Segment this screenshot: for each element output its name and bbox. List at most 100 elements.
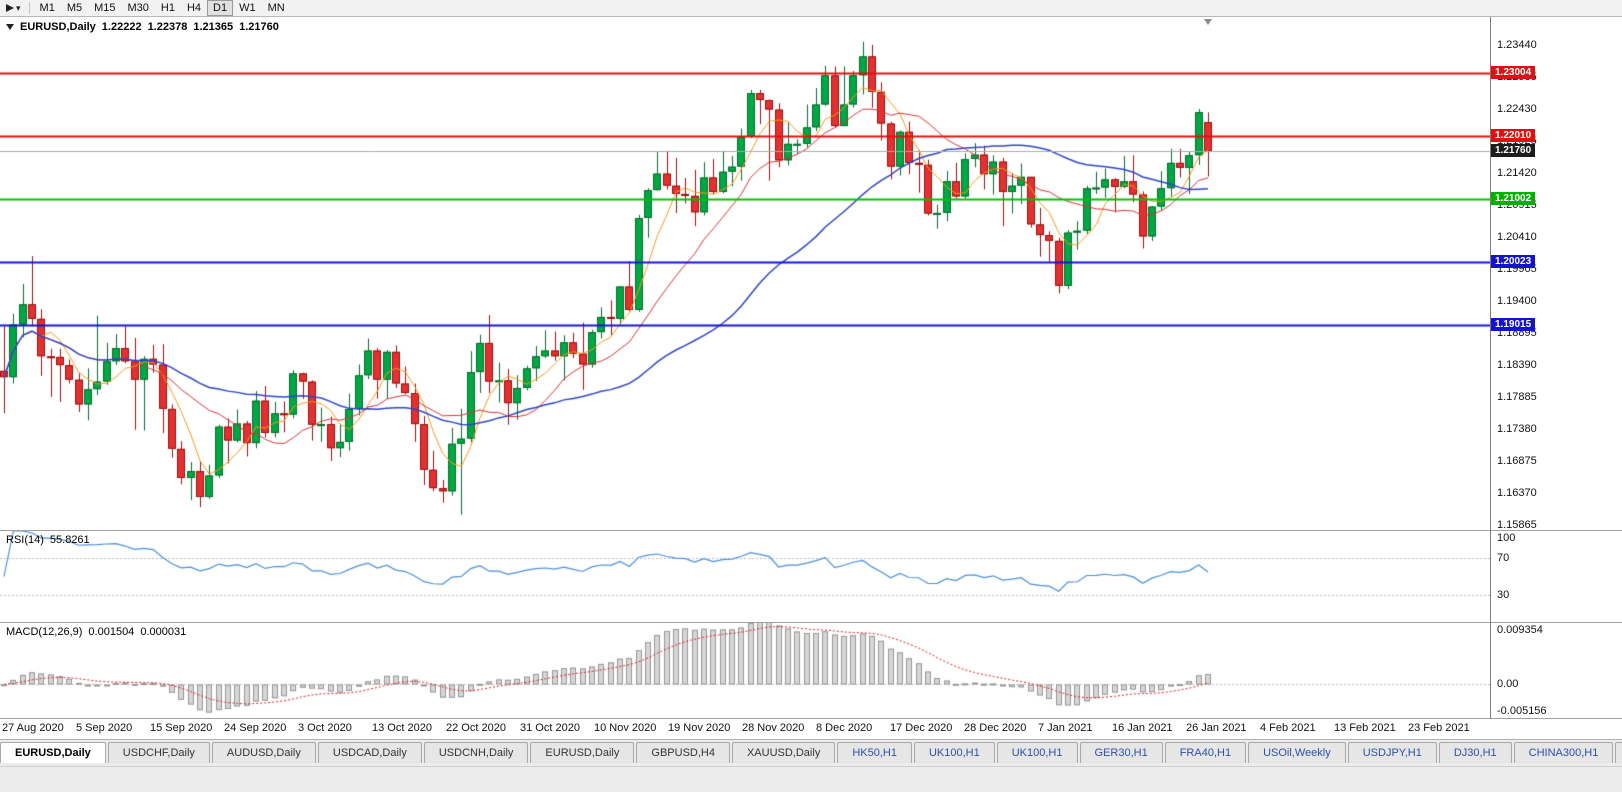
price-tag-support-line: 1.20023 xyxy=(1491,254,1536,268)
chart-tab-ger30-h1[interactable]: GER30,H1 xyxy=(1079,742,1163,763)
macd-axis-label: -0.005156 xyxy=(1497,705,1547,717)
chart-tab-usdjpy-h1[interactable]: USDJPY,H1 xyxy=(1347,742,1437,763)
chart-tab-eurusd-daily[interactable]: EURUSD,Daily xyxy=(0,742,106,763)
time-axis-label: 28 Dec 2020 xyxy=(964,722,1027,734)
time-axis-label: 24 Sep 2020 xyxy=(224,722,287,734)
time-axis-label: 31 Oct 2020 xyxy=(520,722,580,734)
time-axis-label: 8 Dec 2020 xyxy=(816,722,873,734)
time-axis-label: 22 Oct 2020 xyxy=(446,722,506,734)
chevron-down-icon[interactable]: ▾ xyxy=(16,2,21,13)
one-click-trading-arrow-icon[interactable] xyxy=(6,24,14,30)
macd-axis-label: 0.00 xyxy=(1497,678,1519,691)
timeframe-button-m30[interactable]: M30 xyxy=(127,2,149,14)
time-axis-label: 19 Nov 2020 xyxy=(668,722,731,734)
chart-tab-uk100-h1[interactable]: UK100,H1 xyxy=(996,742,1078,763)
time-axis-label: 10 Nov 2020 xyxy=(594,722,657,734)
chart-tab-xauusd-daily[interactable]: XAUUSD,Daily xyxy=(731,742,836,763)
price-tick-label: 1.19400 xyxy=(1497,295,1537,308)
time-axis-label: 23 Feb 2021 xyxy=(1408,722,1470,734)
chart-tab-dj30-h1[interactable]: DJ30,H1 xyxy=(1438,742,1512,763)
time-axis-label: 26 Jan 2021 xyxy=(1186,722,1247,734)
rsi-axis-label: 100 xyxy=(1497,532,1516,544)
chart-tab-china300-h1[interactable]: CHINA300,H1 xyxy=(1513,742,1614,763)
price-tick-label: 1.21420 xyxy=(1497,166,1537,179)
price-tick-label: 1.16370 xyxy=(1497,487,1537,500)
chart-type-icon[interactable] xyxy=(6,4,14,12)
panel-separator[interactable] xyxy=(0,622,1622,623)
timeframe-button-w1[interactable]: W1 xyxy=(239,2,256,14)
chart-tab-usdcnh-daily[interactable]: USDCNH,Daily xyxy=(423,742,529,763)
macd-axis-label: 0.009354 xyxy=(1497,624,1543,636)
rsi-axis-label: 30 xyxy=(1497,588,1510,601)
panel-separator[interactable] xyxy=(0,718,1622,719)
timeframe-button-m1[interactable]: M1 xyxy=(39,2,55,14)
chart-tab-uk100-h1[interactable]: UK100,H1 xyxy=(913,742,995,763)
timeframe-buttons: M1 M5 M15 M30 H1 H4 D1 W1 MN xyxy=(34,0,291,16)
price-tick-label: 1.16875 xyxy=(1497,455,1537,468)
time-axis-label: 15 Sep 2020 xyxy=(150,722,213,734)
chart-open-value: 1.22222 xyxy=(101,21,142,33)
time-axis-label: 5 Sep 2020 xyxy=(76,722,133,734)
time-axis-label: 13 Feb 2021 xyxy=(1334,722,1396,734)
timeframe-toolbar: ▾ M1 M5 M15 M30 H1 H4 D1 W1 MN xyxy=(0,0,1622,17)
chart-symbol-label: EURUSD,Daily xyxy=(20,21,96,33)
chart-tab-eurusd-daily[interactable]: EURUSD,Daily xyxy=(530,742,635,763)
chart-shift-marker[interactable] xyxy=(1204,19,1212,25)
price-tag-support-line: 1.21002 xyxy=(1491,192,1536,206)
price-tick-label: 1.15865 xyxy=(1497,519,1537,532)
chart-tab-usoil-weekly[interactable]: USOil,Weekly xyxy=(1248,742,1346,763)
price-tick-label: 1.20410 xyxy=(1497,231,1537,244)
macd-signal-value: 0.000031 xyxy=(140,626,187,638)
chart-tab-fra40-h1[interactable]: FRA40,H1 xyxy=(1164,742,1247,763)
timeframe-button-m15[interactable]: M15 xyxy=(94,2,116,14)
time-axis-label: 27 Aug 2020 xyxy=(2,722,64,734)
status-bar xyxy=(0,766,1622,792)
price-tick-label: 1.17885 xyxy=(1497,391,1537,404)
chart-tab-gbpusd-h4[interactable]: GBPUSD,H4 xyxy=(636,742,730,763)
time-axis-label: 13 Oct 2020 xyxy=(372,722,432,734)
macd-name: MACD(12,26,9) xyxy=(6,626,83,638)
panel-separator[interactable] xyxy=(0,530,1622,531)
chart-tab-u[interactable]: U xyxy=(1615,742,1622,763)
price-tag-current-price: 1.21760 xyxy=(1491,144,1536,158)
rsi-label: RSI(14) 55.8261 xyxy=(6,534,96,546)
chart-tab-hk50-h1[interactable]: HK50,H1 xyxy=(837,742,912,763)
toolbar-separator xyxy=(28,2,30,14)
chart-title: EURUSD,Daily 1.22222 1.22378 1.21365 1.21760 xyxy=(6,21,285,33)
macd-label: MACD(12,26,9) 0.001504 0.000031 xyxy=(6,626,192,638)
rsi-axis-label: 70 xyxy=(1497,552,1510,565)
macd-canvas[interactable] xyxy=(0,623,1490,718)
price-tick-label: 1.18390 xyxy=(1497,359,1537,372)
time-axis-label: 28 Nov 2020 xyxy=(742,722,805,734)
timeframe-button-h1[interactable]: H1 xyxy=(160,2,175,14)
chart-tab-audusd-daily[interactable]: AUDUSD,Daily xyxy=(211,742,316,763)
chart-tab-usdcad-daily[interactable]: USDCAD,Daily xyxy=(317,742,422,763)
time-axis-label: 3 Oct 2020 xyxy=(298,722,352,734)
timeframe-button-d1[interactable]: D1 xyxy=(207,0,234,16)
rsi-value: 55.8261 xyxy=(49,534,90,546)
chart-close-value: 1.21760 xyxy=(239,21,279,33)
rsi-canvas[interactable] xyxy=(0,531,1490,622)
chart-low-value: 1.21365 xyxy=(193,21,234,33)
time-axis-label: 16 Jan 2021 xyxy=(1112,722,1173,734)
main-chart-canvas[interactable] xyxy=(0,17,1490,530)
chart-tab-usdchf-daily[interactable]: USDCHF,Daily xyxy=(107,742,210,763)
price-tag-resistance-line: 1.22010 xyxy=(1491,128,1536,142)
chart-tabs-bar: EURUSD,Daily USDCHF,Daily AUDUSD,Daily USDC… xyxy=(0,739,1622,766)
time-axis[interactable]: 27 Aug 2020 5 Sep 2020 15 Sep 2020 24 Sep 2… xyxy=(0,719,1490,739)
price-tick-label: 1.23440 xyxy=(1497,38,1537,51)
timeframe-button-mn[interactable]: MN xyxy=(267,2,285,14)
price-tick-label: 1.17380 xyxy=(1497,423,1537,436)
timeframe-button-h4[interactable]: H4 xyxy=(186,2,202,14)
price-axis-line xyxy=(1490,17,1491,719)
price-tag-support-line: 1.19015 xyxy=(1491,318,1536,332)
time-axis-label: 4 Feb 2021 xyxy=(1260,722,1316,734)
time-axis-label: 17 Dec 2020 xyxy=(890,722,953,734)
rsi-name: RSI(14) xyxy=(6,534,44,546)
chart-high-value: 1.22378 xyxy=(147,21,188,33)
macd-main-value: 0.001504 xyxy=(88,626,135,638)
price-tick-label: 1.22430 xyxy=(1497,102,1537,115)
timeframe-button-m5[interactable]: M5 xyxy=(66,2,83,14)
price-tag-resistance-line: 1.23004 xyxy=(1491,65,1536,79)
